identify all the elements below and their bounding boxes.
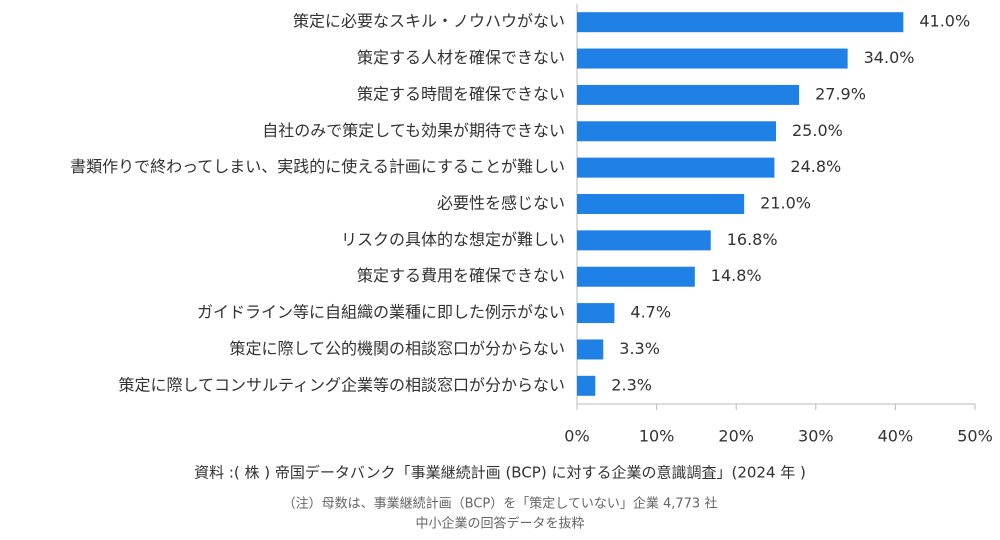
bar	[577, 230, 711, 251]
value-label: 24.8%	[790, 157, 841, 176]
category-label: 策定に必要なスキル・ノウハウがない	[293, 12, 565, 31]
bar	[577, 375, 596, 396]
bar	[577, 266, 695, 287]
value-label: 41.0%	[919, 12, 970, 31]
value-label: 34.0%	[864, 48, 915, 67]
value-label: 25.0%	[792, 121, 843, 140]
category-label: リスクの具体的な想定が難しい	[341, 230, 565, 249]
bar	[577, 84, 800, 105]
category-label: 策定に際してコンサルティング企業等の相談窓口が分からない	[118, 375, 565, 394]
value-label: 4.7%	[630, 303, 671, 322]
value-label: 21.0%	[760, 194, 811, 213]
value-label: 16.8%	[727, 230, 778, 249]
x-tick-label: 40%	[878, 427, 914, 446]
category-label: 自社のみで策定しても効果が期待できない	[262, 121, 565, 140]
bar	[577, 121, 776, 142]
category-label: 策定する時間を確保できない	[357, 84, 565, 103]
value-label: 27.9%	[815, 84, 866, 103]
bar	[577, 339, 604, 360]
value-label: 2.3%	[611, 375, 652, 394]
category-label: 策定に際して公的機関の相談窓口が分からない	[229, 339, 565, 358]
bar	[577, 12, 904, 33]
x-tick-label: 10%	[639, 427, 675, 446]
category-label: 策定する人材を確保できない	[357, 48, 565, 67]
category-label: 策定する費用を確保できない	[357, 266, 565, 285]
x-tick-label: 50%	[957, 427, 993, 446]
value-label: 3.3%	[619, 339, 660, 358]
x-tick-label: 0%	[564, 427, 589, 446]
x-tick-label: 30%	[798, 427, 834, 446]
bar	[577, 157, 775, 178]
x-tick-label: 20%	[718, 427, 754, 446]
bar	[577, 303, 615, 324]
note: 中小企業の回答データを抜粋	[415, 516, 584, 532]
bar	[577, 194, 745, 214]
note: （注）母数は、事業継続計画（BCP）を「策定していない」企業 4,773 社	[283, 496, 718, 512]
category-label: ガイドライン等に自組織の業種に即した例示がない	[197, 303, 565, 322]
value-label: 14.8%	[711, 266, 762, 285]
category-label: 書類作りで終わってしまい、実践的に使える計画にすることが難しい	[70, 157, 565, 176]
bar	[577, 48, 848, 69]
source: 資料 :( 株 ) 帝国データバンク「事業継続計画 (BCP) に対する企業の意…	[194, 464, 806, 482]
category-label: 必要性を感じない	[437, 194, 565, 213]
